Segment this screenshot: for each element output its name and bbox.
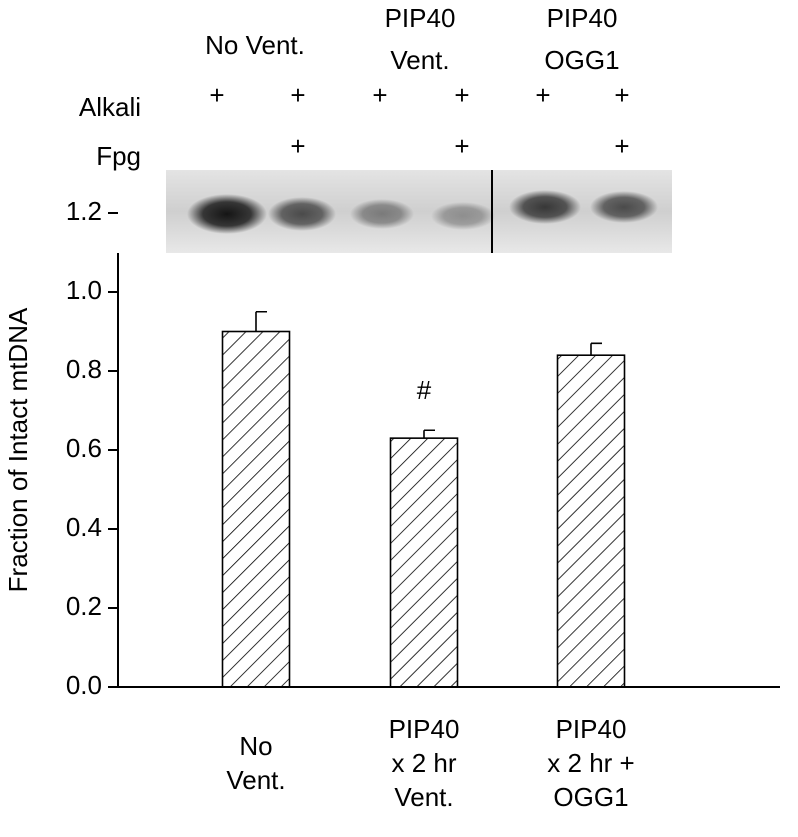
gel-mark: + — [209, 80, 224, 110]
bar — [389, 437, 459, 688]
y-tick-label: 0.6 — [66, 433, 102, 463]
x-tick-label: Vent. — [226, 765, 285, 795]
gel-group-label: PIP40 — [385, 3, 456, 33]
x-tick-label: Vent. — [394, 782, 453, 812]
gel-mark: + — [614, 131, 629, 161]
y-tick-label: 0.0 — [66, 670, 102, 700]
gel-mark: + — [290, 131, 305, 161]
x-tick-label: PIP40 — [556, 714, 627, 744]
y-axis-label: Fraction of Intact mtDNA — [3, 307, 33, 592]
gel-mark: + — [535, 80, 550, 110]
gel-group-label: No Vent. — [205, 30, 305, 60]
x-tick-label: PIP40 — [389, 714, 460, 744]
gel-mark: + — [454, 131, 469, 161]
error-bar — [423, 429, 435, 439]
gel-group-label: PIP40 — [547, 3, 618, 33]
bar — [221, 330, 291, 688]
x-tick-label: x 2 hr — [391, 748, 456, 778]
x-tick-label: OGG1 — [553, 782, 628, 812]
gel-mark: + — [290, 80, 305, 110]
gel-group-label: Vent. — [390, 45, 449, 75]
y-tick-label: 0.4 — [66, 512, 102, 542]
y-tick-label: 0.8 — [66, 354, 102, 384]
error-bar — [590, 342, 602, 356]
gel-mark: + — [454, 80, 469, 110]
gel-image — [166, 170, 672, 253]
y-tick-label: 1.0 — [66, 275, 102, 305]
annotation: # — [417, 375, 432, 405]
gel-mark: + — [614, 80, 629, 110]
gel-row-label: Fpg — [96, 141, 141, 171]
gel-group-label: OGG1 — [544, 45, 619, 75]
x-tick-label: x 2 hr + — [547, 748, 634, 778]
gel-row-label: Alkali — [79, 92, 141, 122]
y-tick-label: 1.2 — [66, 196, 102, 226]
bar — [556, 354, 626, 688]
y-tick-label: 0.2 — [66, 591, 102, 621]
x-tick-label: No — [239, 731, 272, 761]
error-bar — [255, 310, 267, 332]
gel-mark: + — [372, 80, 387, 110]
